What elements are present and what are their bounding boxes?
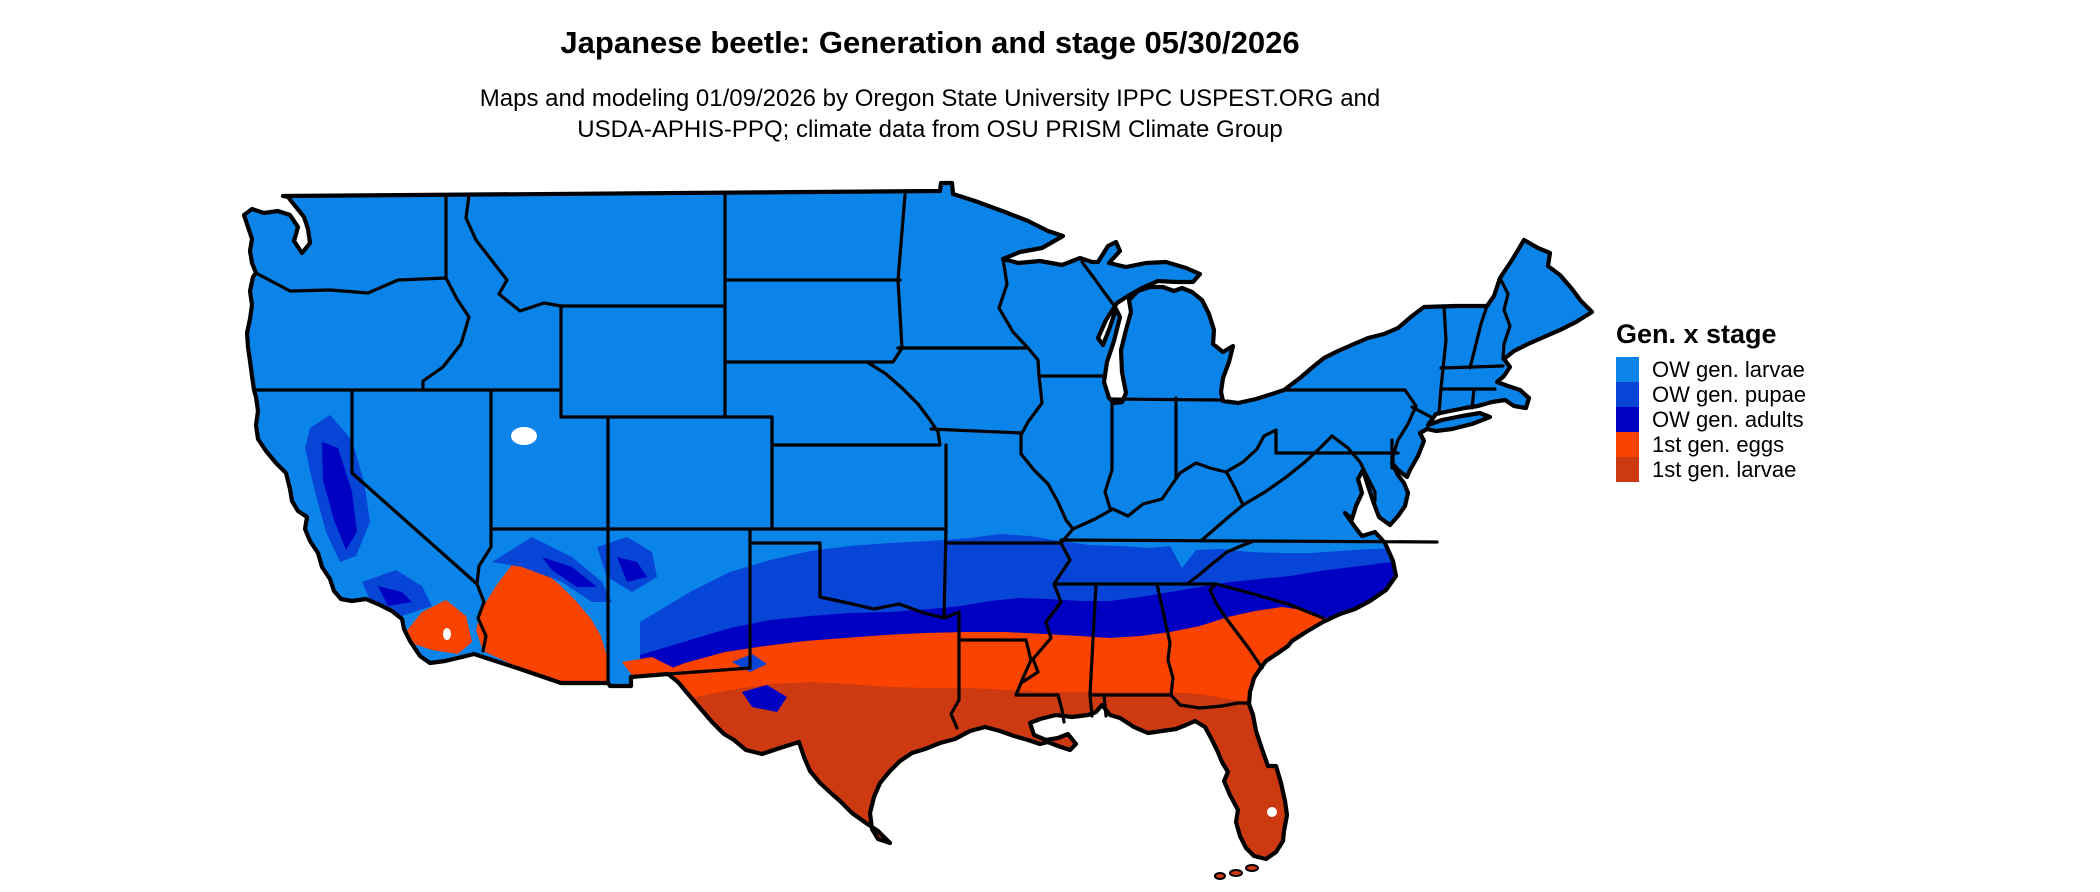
patch-sierra-adults [322, 442, 357, 550]
legend-label: 1st gen. eggs [1652, 432, 1784, 457]
patch-socal-desert [404, 600, 472, 654]
legend-label: OW gen. adults [1652, 407, 1804, 432]
subtitle-line-2: USDA-APHIS-PPQ; climate data from OSU PR… [577, 116, 1283, 143]
legend-item: 1st gen. eggs [1616, 432, 1784, 457]
lake-okeechobee [1267, 807, 1277, 817]
legend-item: OW gen. pupae [1616, 382, 1806, 407]
patch-arizona-desert [476, 549, 608, 683]
us-outline [241, 180, 1595, 862]
legend-label: OW gen. pupae [1652, 382, 1806, 407]
legend-swatch-ow-pupae [1616, 382, 1639, 407]
patch-socal-mtn-adults [378, 586, 412, 606]
key-island [1245, 864, 1259, 872]
legend-label: OW gen. larvae [1652, 357, 1805, 382]
key-island [1229, 869, 1243, 877]
legend-swatch-1st-larvae [1616, 457, 1639, 482]
legend-item: OW gen. adults [1616, 407, 1804, 432]
legend: Gen. x stage OW gen. larvae OW gen. pupa… [1616, 319, 1806, 482]
patch-nm-highland-adults [617, 557, 647, 582]
great-salt-lake [511, 427, 537, 445]
legend-swatch-ow-adults [1616, 407, 1639, 432]
legend-label: 1st gen. larvae [1652, 457, 1796, 482]
florida-keys [1214, 864, 1259, 880]
legend-swatch-ow-larvae [1616, 357, 1639, 382]
legend-swatch-1st-eggs [1616, 432, 1639, 457]
subtitle-line-1: Maps and modeling 01/09/2026 by Oregon S… [480, 85, 1380, 112]
salton-sea [443, 628, 451, 640]
legend-item: 1st gen. larvae [1616, 457, 1796, 482]
legend-item: OW gen. larvae [1616, 357, 1805, 382]
eggs-patches [404, 549, 682, 688]
region-ow-larvae [244, 183, 1592, 859]
legend-title: Gen. x stage [1616, 319, 1777, 349]
page-title: Japanese beetle: Generation and stage 05… [560, 25, 1299, 60]
adults-patches [322, 442, 787, 712]
stage-regions [244, 183, 1592, 859]
patch-wtx-mtn-adults [742, 685, 787, 712]
key-island [1214, 872, 1226, 880]
patch-az-rim-adults [542, 557, 597, 587]
